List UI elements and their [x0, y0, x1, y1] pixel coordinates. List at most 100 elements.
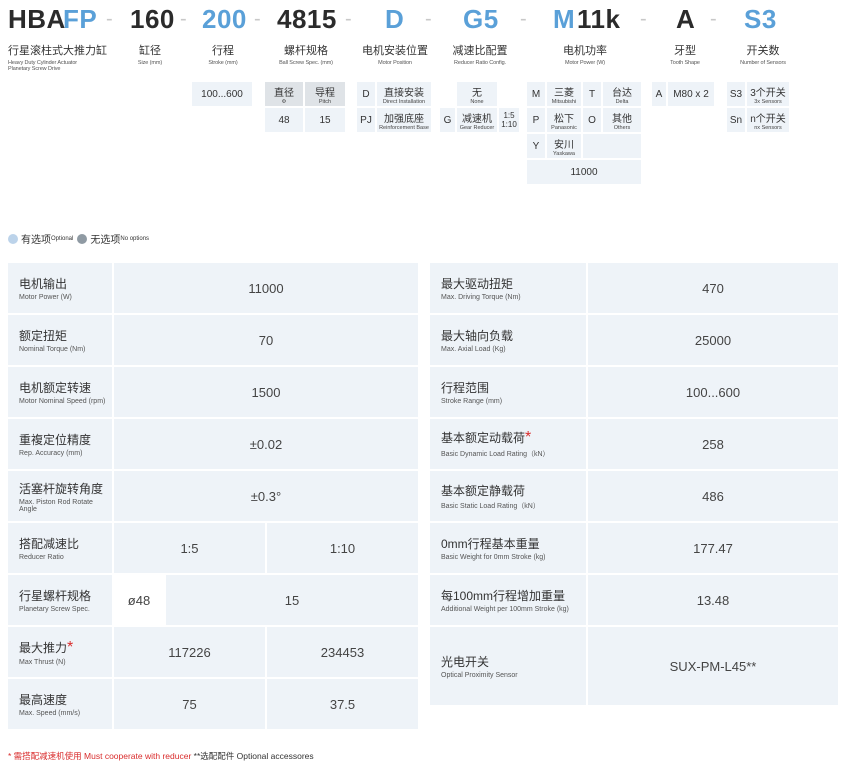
row-label-zh: 重複定位精度: [19, 433, 92, 447]
sensor-nx: n个开关 nx Sensors: [747, 108, 789, 132]
left-row-value: 117226: [114, 627, 265, 677]
left-row-value: 75: [114, 679, 265, 729]
model-code-motor-brand: M: [553, 4, 576, 34]
row-label-en: Basic Dynamic Load Rating（kN）: [441, 451, 550, 458]
left-row-label: 电机输出 Motor Power (W): [8, 263, 112, 313]
motor-brand-yaskawa: 安川 Yaskawa: [547, 134, 581, 158]
left-row-value: ±0.3°: [114, 471, 418, 521]
row-label-en: Reducer Ratio: [19, 554, 64, 561]
reducer-ratios: 1:5 1:10: [499, 108, 519, 132]
row-label-title: 最大轴向负载: [441, 327, 586, 344]
code-separator: -: [640, 8, 647, 30]
motor-position-code-pj: PJ: [357, 108, 375, 132]
motor-brand-panasonic: 松下 Panasonic: [547, 108, 581, 132]
label-motor-power: 电机功率 Motor Power (W): [563, 45, 607, 66]
row-label-title: 最大驱动扭矩: [441, 275, 586, 292]
tooth-code-a: A: [652, 82, 666, 106]
left-row-value: 37.5: [267, 679, 418, 729]
row-label-zh: 活塞杆旋转角度: [19, 481, 104, 496]
motor-brand-code-m: M: [527, 82, 545, 106]
model-code-size: 160: [130, 4, 175, 34]
screw-header-diameter: 直径 Φ: [265, 82, 303, 106]
row-label-en: Nominal Torque (Nm): [19, 346, 86, 353]
row-label-zh: 最高速度: [19, 693, 68, 707]
motor-brand-empty: [583, 134, 641, 158]
row-label-zh: 0mm行程基本重量: [441, 537, 540, 551]
row-label-en: Rep. Accuracy (mm): [19, 450, 83, 457]
row-label-en: Max. Piston Rod Rotate Angle: [19, 498, 93, 513]
right-row-value: 486: [588, 471, 838, 521]
motor-brand-others: 其他 Others: [603, 108, 641, 132]
row-label-zh: 行星螺杆规格: [19, 589, 92, 603]
legend: 有选项 Optional 无选项 No options: [8, 231, 153, 246]
motor-position-direct: 直接安装 Direct Installation: [377, 82, 431, 106]
right-row-label: 最大轴向负载 Max. Axial Load (Kg): [430, 315, 586, 365]
motor-brand-code-y: Y: [527, 134, 545, 158]
legend-optional-en: Optional: [51, 235, 74, 242]
code-separator: -: [180, 8, 187, 30]
right-row-label: 基本额定静载荷 Basic Static Load Rating（kN）: [430, 471, 586, 521]
code-separator: -: [345, 8, 352, 30]
right-row-label: 行程范围 Stroke Range (mm): [430, 367, 586, 417]
model-code-fp: FP: [63, 4, 98, 34]
row-label-en: Motor Nominal Speed (rpm): [19, 398, 106, 405]
motor-brand-code-o: O: [583, 108, 601, 132]
row-label-title: 每100mm行程增加重量: [441, 587, 586, 604]
code-separator: -: [710, 8, 717, 30]
label-motor-position: 电机安装位置 Motor Position: [362, 45, 428, 66]
model-code-reducer: G5: [463, 4, 499, 34]
motor-power-value: 11000: [527, 160, 641, 184]
left-row-value: 70: [114, 315, 418, 365]
row-label-en: Max Thrust (N): [19, 658, 66, 666]
model-code-hba: HBA: [8, 4, 66, 34]
left-row-value: ±0.02: [114, 419, 418, 469]
sensor-code-s3: S3: [727, 82, 745, 106]
row-label-zh: 行程范围: [441, 381, 490, 395]
no-option-dot-icon: [77, 233, 88, 244]
right-row-label: 每100mm行程增加重量 Additional Weight per 100mm …: [430, 575, 586, 625]
row-label-title: 基本额定静载荷: [441, 482, 586, 499]
model-code-motor-position: D: [385, 4, 405, 34]
right-row-value: 258: [588, 419, 838, 469]
reducer-code-g: G: [440, 108, 455, 132]
reducer-none: 无 None: [457, 82, 497, 106]
tooth-value: M80 x 2: [668, 82, 714, 106]
label-product: 行星滚柱式大推力缸 Heavy Duty Cylinder Actuator P…: [8, 45, 107, 72]
right-row-value: 177.47: [588, 523, 838, 573]
footnote: * 需搭配减速机使用 Must cooperate with reducer *…: [8, 751, 314, 761]
model-code-tooth: A: [676, 4, 696, 34]
row-label-en: Basic Weight for 0mm Stroke (kg): [441, 554, 546, 561]
left-row-label: 电机额定转速 Motor Nominal Speed (rpm): [8, 367, 112, 417]
motor-position-base: 加强底座 Reinforcement Base: [377, 108, 431, 132]
row-label-zh: 基本额定静载荷: [441, 483, 526, 498]
motor-brand-mitsubishi: 三菱 Mitsubishi: [547, 82, 581, 106]
label-reducer: 减速比配置 Reducer Ratio Config.: [452, 45, 508, 66]
sensor-3x: 3个开关 3x Sensors: [747, 82, 789, 106]
row-label-title: 行程范围: [441, 379, 586, 396]
optional-dot-icon: [8, 233, 18, 244]
left-row-label: 活塞杆旋转角度 Max. Piston Rod Rotate Angle: [8, 471, 112, 521]
left-row-value: 15: [166, 575, 418, 625]
left-row-value: 1:10: [267, 523, 418, 573]
left-row-label: 最大推力 * Max Thrust (N): [8, 627, 112, 677]
legend-optional-zh: 有选项: [21, 235, 51, 246]
screw-header-pitch: 导程 Pitch: [305, 82, 345, 106]
screw-pitch: 15: [305, 108, 345, 132]
left-row-value: 1:5: [114, 523, 265, 573]
row-label-zh: 光电开关: [441, 655, 490, 669]
left-row-label: 额定扭矩 Nominal Torque (Nm): [8, 315, 112, 365]
row-label-en: Basic Static Load Rating（kN）: [441, 502, 540, 510]
left-row-value: 1500: [114, 367, 418, 417]
sensor-code-sn: Sn: [727, 108, 745, 132]
code-separator: -: [254, 8, 261, 30]
left-row-label: 行星螺杆规格 Planetary Screw Spec.: [8, 575, 112, 625]
row-label-title: 光电开关: [441, 653, 586, 670]
row-label-en: Planetary Screw Spec.: [19, 606, 90, 613]
right-row-value: 25000: [588, 315, 838, 365]
left-row-label: 重複定位精度 Rep. Accuracy (mm): [8, 419, 112, 469]
row-label-zh: 每100mm行程增加重量: [441, 589, 566, 603]
code-separator: -: [106, 8, 113, 30]
row-label-title: 基本额定动载荷 *: [441, 429, 586, 447]
left-row-value: ø48: [114, 575, 164, 625]
label-sensors: 开关数 Number of Sensors: [740, 45, 786, 66]
